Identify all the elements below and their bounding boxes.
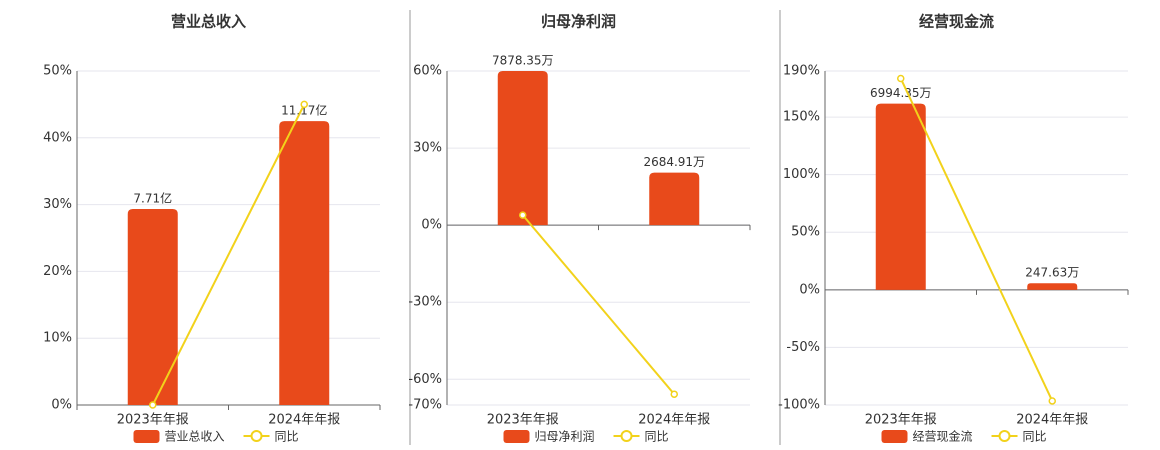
point xyxy=(897,74,905,83)
y-tick-label: 50% xyxy=(791,225,820,240)
legend-label: 营业总收入 xyxy=(165,430,225,444)
x-tick-label: 2023年年报 xyxy=(487,413,559,428)
value-label: 6994.35万 xyxy=(870,86,932,100)
legend-label: 同比 xyxy=(645,430,669,444)
legend-label: 经营现金流 xyxy=(913,429,973,444)
y-tick-label: 40% xyxy=(43,130,72,145)
point xyxy=(300,100,308,109)
chart-title: 营业总收入 xyxy=(171,13,246,31)
legend-label: 同比 xyxy=(1023,430,1047,444)
y-tick-label: 0% xyxy=(421,218,442,233)
y-tick-label: 0% xyxy=(51,398,72,413)
y-tick-label: 190% xyxy=(783,64,820,79)
y-tick-label: -70% xyxy=(408,398,442,413)
bar xyxy=(497,71,548,226)
value-label: 247.63万 xyxy=(1025,266,1079,280)
x-tick-label: 2024年年报 xyxy=(268,413,340,428)
y-tick-label: -30% xyxy=(408,295,442,310)
chart-title: 经营现金流 xyxy=(919,13,994,31)
y-tick-label: -50% xyxy=(786,340,820,355)
legend-swatch xyxy=(881,430,908,443)
bar xyxy=(127,209,178,405)
legend-swatch xyxy=(620,430,633,442)
x-tick-label: 2023年年报 xyxy=(865,413,937,428)
value-label: 2684.91万 xyxy=(643,155,705,169)
y-tick-label: 50% xyxy=(43,64,72,79)
y-tick-label: 30% xyxy=(413,141,442,156)
x-tick-label: 2024年年报 xyxy=(638,413,710,428)
y-tick-label: 60% xyxy=(413,64,442,79)
point xyxy=(149,401,157,409)
value-label: 11.17亿 xyxy=(281,103,327,118)
bar xyxy=(875,103,926,290)
line xyxy=(899,78,1054,402)
legend-swatch xyxy=(250,430,263,442)
y-tick-label: 0% xyxy=(799,282,820,297)
legend-label: 同比 xyxy=(275,430,299,444)
bar xyxy=(649,172,700,226)
chart-title: 归母净利润 xyxy=(541,13,616,31)
point xyxy=(670,390,678,398)
line xyxy=(521,214,676,395)
x-tick-label: 2024年年报 xyxy=(1016,413,1088,428)
legend-swatch xyxy=(133,430,160,443)
legend-swatch xyxy=(998,430,1011,442)
y-tick-label: 20% xyxy=(43,264,72,279)
legend-swatch xyxy=(503,430,530,443)
point xyxy=(519,211,527,219)
point xyxy=(1048,397,1056,405)
value-label: 7878.35万 xyxy=(492,54,554,68)
bar xyxy=(1027,283,1078,290)
y-tick-label: 100% xyxy=(783,167,820,182)
value-label: 7.71亿 xyxy=(133,191,172,206)
y-tick-label: 10% xyxy=(43,331,72,346)
x-tick-label: 2023年年报 xyxy=(117,413,189,428)
y-tick-label: -60% xyxy=(408,372,442,387)
y-tick-label: 150% xyxy=(783,110,820,125)
legend-label: 归母净利润 xyxy=(535,430,595,444)
y-tick-label: -100% xyxy=(778,398,820,413)
bar xyxy=(279,121,330,405)
line xyxy=(151,103,306,406)
y-tick-label: 30% xyxy=(43,197,72,212)
